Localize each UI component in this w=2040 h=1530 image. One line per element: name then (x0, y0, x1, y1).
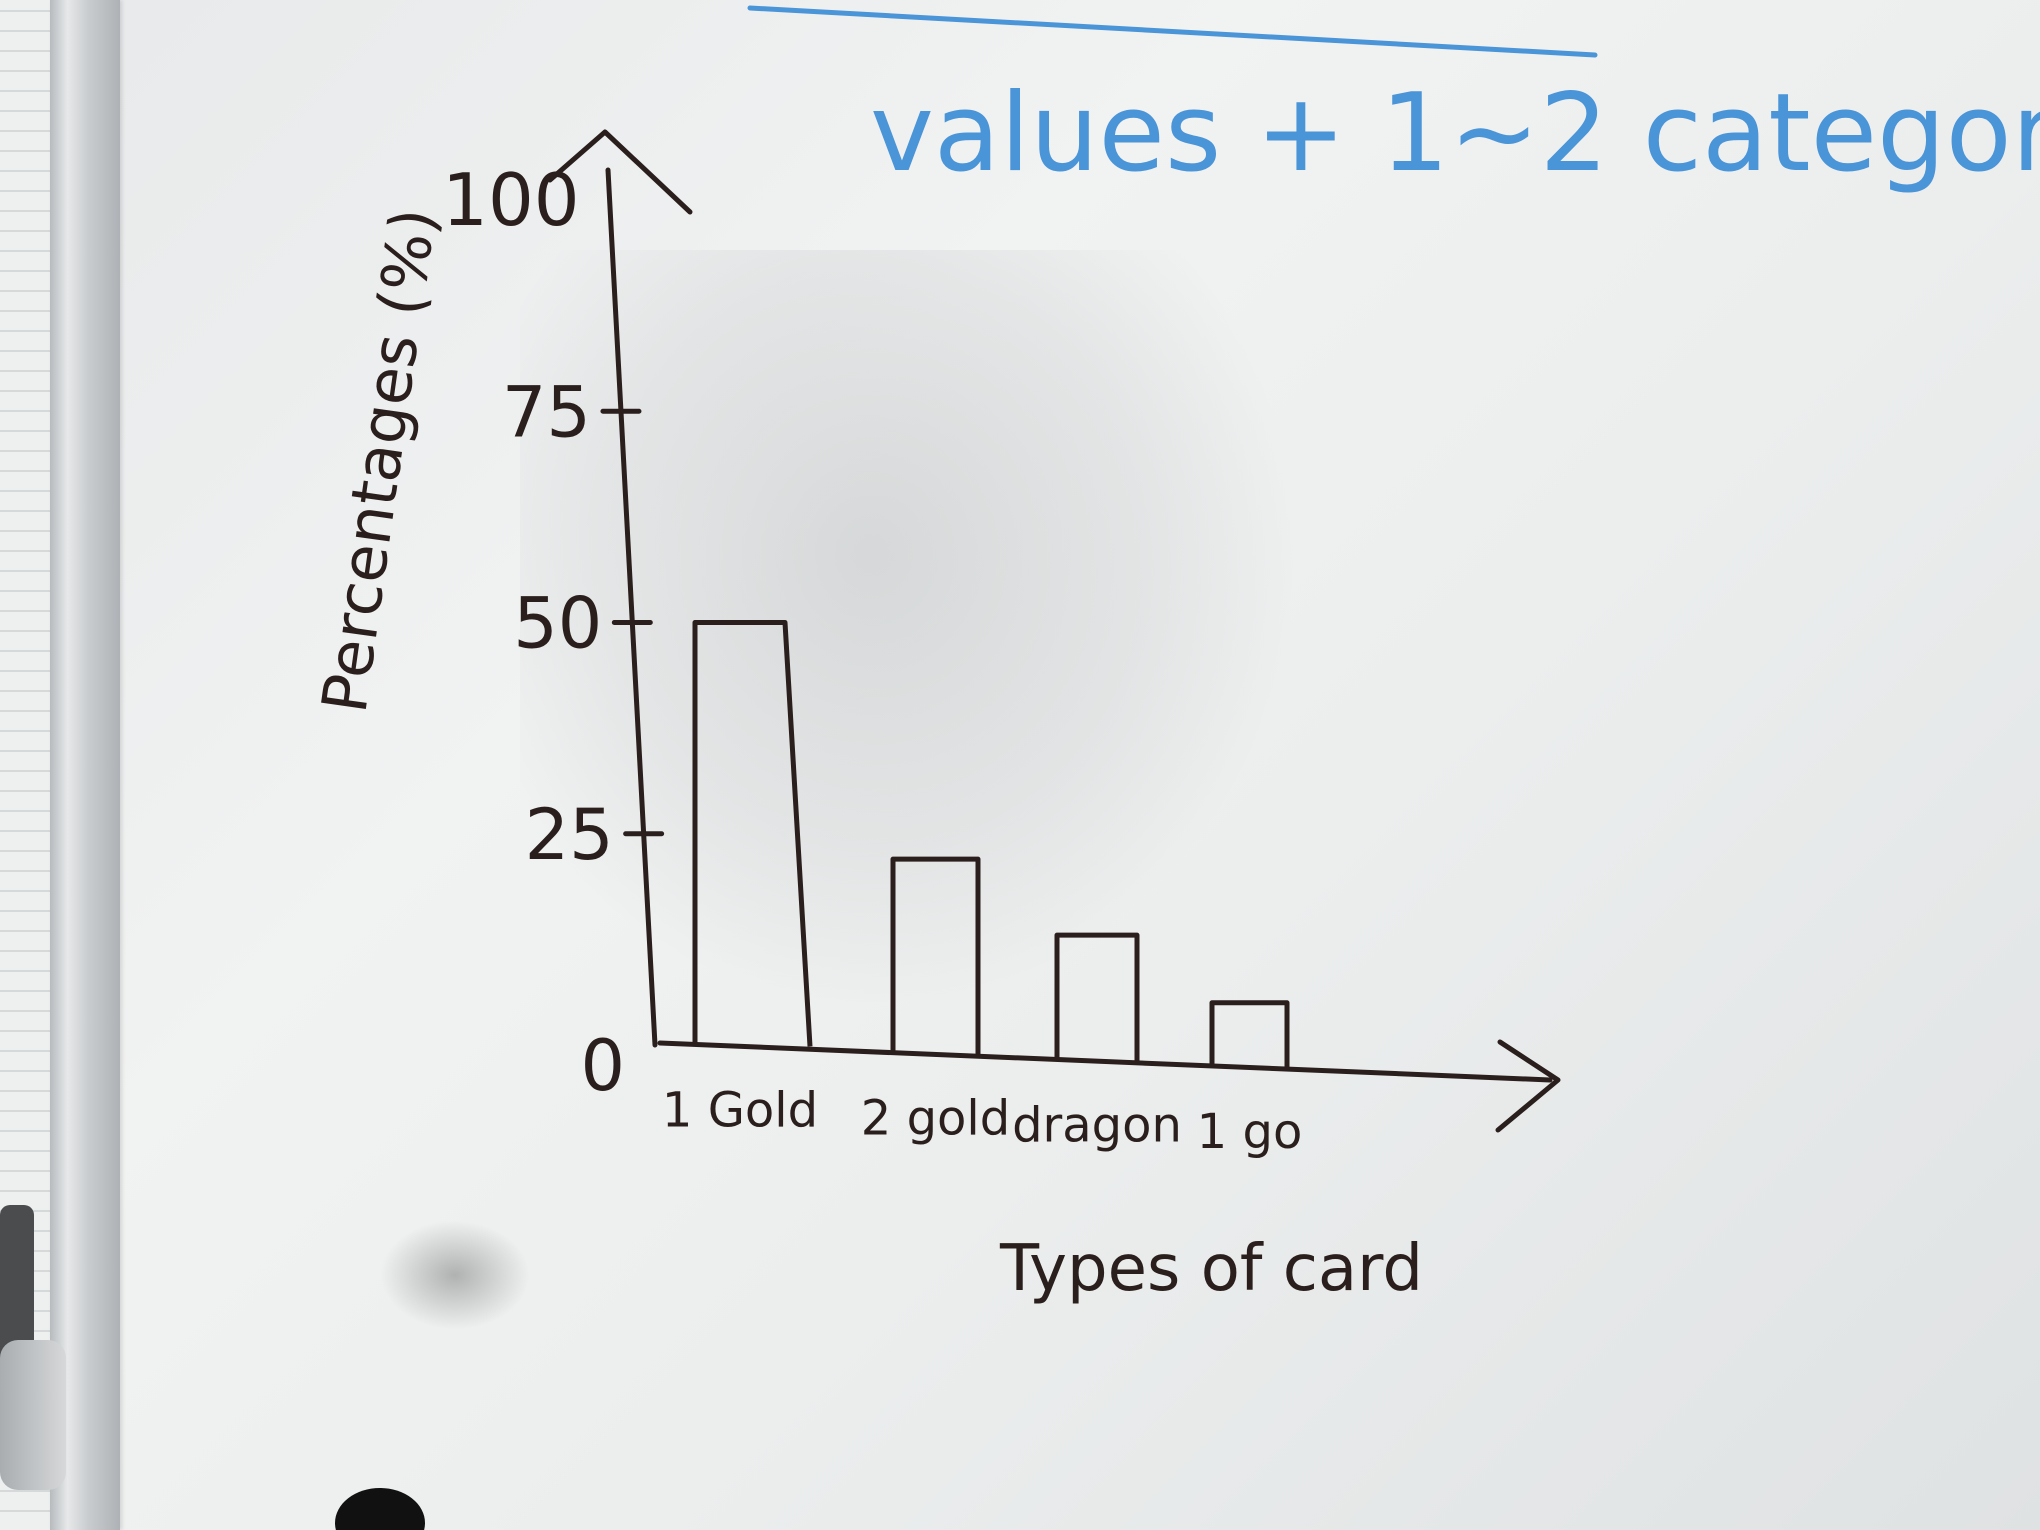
header-underline (747, 5, 1598, 58)
category-label-1-gold: 1 Gold (662, 1082, 818, 1138)
y-axis-label: Percentages (%) (308, 204, 451, 717)
frame-clamp-light (0, 1340, 66, 1490)
bar-2-gold (890, 856, 981, 1055)
y-axis-arrowhead (547, 129, 693, 215)
bar-1-gold (692, 620, 813, 1047)
category-label-1-go: 1 go (1197, 1104, 1303, 1160)
y-tick-label-0: 0 (580, 1025, 625, 1107)
category-label-dragon: dragon (1012, 1098, 1182, 1154)
x-axis-arrowhead (1495, 1039, 1561, 1133)
header-note: values + 1~2 categor (870, 71, 2040, 196)
category-label-2-gold: 2 gold (861, 1091, 1010, 1147)
y-axis-line (605, 167, 658, 1048)
bar-1-go (1209, 1000, 1290, 1068)
x-axis-line (657, 1040, 1553, 1083)
reflection-shadow (520, 250, 1300, 1010)
chart-axes (547, 129, 1561, 1133)
bars-group (692, 620, 1290, 1068)
ink-smudge (380, 1220, 530, 1330)
y-tick-label-100: 100 (442, 158, 579, 242)
bar-dragon (1054, 932, 1140, 1062)
x-axis-label: Types of card (999, 1232, 1423, 1306)
y-ticks-group: 0 25 50 75 100 (442, 158, 665, 1107)
whiteboard-frame (50, 0, 120, 1530)
y-tick-label-50: 50 (513, 583, 602, 665)
y-tick-label-75: 75 (502, 371, 591, 453)
y-tick-label-25: 25 (525, 794, 614, 876)
category-labels-group: 1 Gold 2 gold dragon 1 go (662, 1082, 1302, 1159)
